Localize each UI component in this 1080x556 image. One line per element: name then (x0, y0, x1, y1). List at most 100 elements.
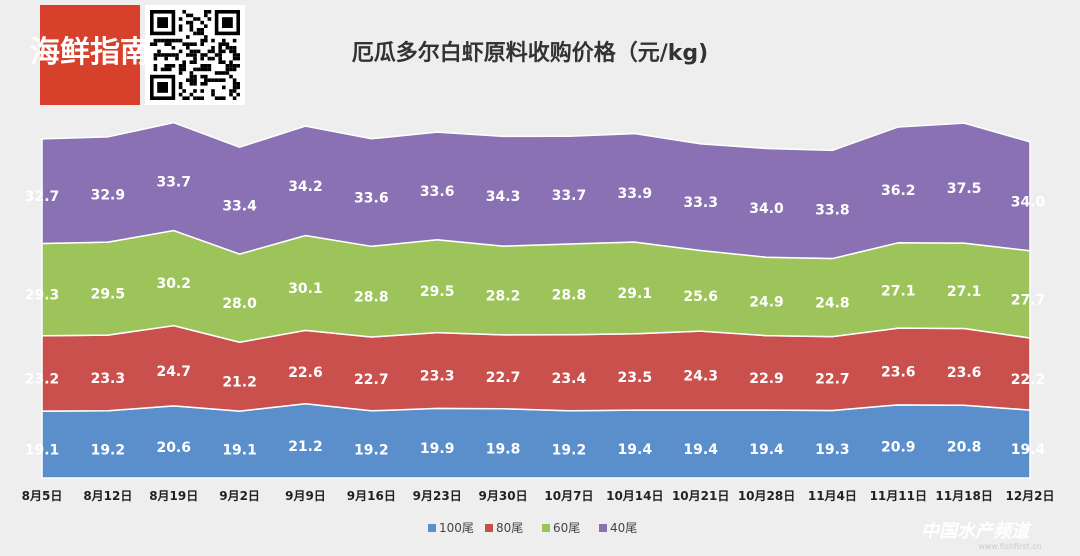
qr-module (204, 53, 208, 57)
qr-module (164, 38, 168, 43)
qr-module (168, 64, 172, 68)
qr-module (204, 38, 208, 43)
qr-module (193, 74, 197, 79)
qr-module (211, 56, 215, 61)
qr-module (175, 56, 179, 61)
qr-module (232, 38, 237, 43)
data-label: 28.2 (486, 289, 521, 305)
x-tick-label: 9月23日 (413, 489, 462, 503)
qr-module (232, 82, 237, 86)
data-label: 34.0 (1011, 194, 1046, 210)
qr-module (171, 64, 176, 68)
qr-module (214, 53, 219, 57)
legend-swatch (428, 524, 436, 532)
qr-module (229, 89, 233, 93)
data-label: 27.7 (1011, 292, 1046, 308)
qr-module (178, 92, 183, 97)
area-layer (41, 121, 1031, 479)
data-label: 27.1 (881, 283, 916, 299)
legend-swatch (485, 524, 493, 532)
qr-module (222, 38, 226, 43)
qr-module (193, 49, 197, 54)
qr-module (189, 28, 194, 32)
x-tick-label: 9月30日 (479, 489, 528, 503)
data-label: 21.2 (222, 375, 257, 391)
qr-module (153, 53, 158, 57)
qr-module (232, 56, 237, 61)
qr-module (150, 42, 154, 46)
data-label: 19.2 (552, 442, 587, 458)
qr-module (178, 82, 183, 86)
qr-module (214, 96, 219, 100)
data-label: 22.7 (354, 372, 389, 388)
data-label: 20.8 (947, 440, 982, 456)
data-label: 37.5 (947, 181, 982, 197)
qr-code (145, 5, 245, 105)
data-label: 23.3 (91, 371, 126, 387)
qr-module (207, 64, 212, 68)
qr-module (222, 96, 226, 100)
data-label: 22.2 (1011, 372, 1046, 388)
data-label: 19.2 (354, 442, 389, 458)
qr-module (222, 71, 226, 75)
qr-module (218, 78, 222, 82)
data-label: 30.2 (156, 276, 191, 292)
watermark-text: 中国水产频道 (921, 521, 1032, 542)
data-label: 19.4 (1011, 442, 1046, 458)
x-tick-label: 8月12日 (83, 489, 132, 503)
qr-module (164, 42, 168, 46)
qr-module (232, 46, 237, 50)
data-label: 24.9 (749, 294, 784, 310)
qr-module (182, 10, 186, 14)
data-label: 24.7 (156, 364, 191, 380)
legend-swatch (599, 524, 607, 532)
qr-module (204, 24, 208, 28)
qr-module (229, 60, 233, 64)
data-label: 20.6 (156, 440, 191, 456)
qr-module (193, 56, 197, 61)
data-label: 23.6 (881, 365, 916, 381)
qr-module (178, 17, 183, 21)
data-label: 27.1 (947, 284, 982, 300)
qr-module (211, 46, 215, 50)
qr-module (164, 56, 168, 61)
qr-module (204, 74, 208, 79)
legend-label: 40尾 (610, 521, 637, 535)
qr-module (153, 67, 158, 72)
data-label: 34.2 (288, 179, 323, 195)
qr-module (189, 82, 194, 86)
qr-module (160, 67, 165, 72)
qr-finder-pattern (157, 82, 168, 93)
qr-module (232, 96, 237, 100)
qr-module (214, 78, 219, 82)
x-tick-label: 9月16日 (347, 489, 396, 503)
qr-module (229, 74, 233, 79)
logo-lettering: 海鲜指南 (30, 35, 150, 70)
qr-module (171, 46, 176, 50)
qr-module (204, 10, 208, 14)
qr-module (236, 92, 240, 97)
qr-module (182, 96, 186, 100)
qr-module (171, 53, 176, 57)
qr-module (193, 60, 197, 64)
qr-module (211, 49, 215, 54)
data-label: 19.3 (815, 442, 850, 458)
logo: 海鲜指南 (30, 5, 150, 105)
qr-module (211, 89, 215, 93)
qr-module (196, 96, 201, 100)
x-tick-label: 10月21日 (672, 489, 729, 503)
data-label: 19.9 (420, 441, 455, 457)
data-label: 23.5 (618, 370, 653, 386)
qr-module (178, 67, 183, 72)
data-label: 33.7 (156, 175, 191, 191)
qr-module (229, 46, 233, 50)
value-label-layer: 19.1 19.2 20.6 19.1 21.2 19.2 19.9 19.8 19.2 19.4… (25, 175, 1046, 459)
qr-module (157, 53, 161, 57)
qr-module (200, 67, 204, 72)
qr-module (178, 85, 183, 90)
qr-module (232, 67, 237, 72)
qr-module (204, 64, 208, 68)
qr-module (153, 42, 158, 46)
data-label: 29.5 (91, 287, 126, 303)
